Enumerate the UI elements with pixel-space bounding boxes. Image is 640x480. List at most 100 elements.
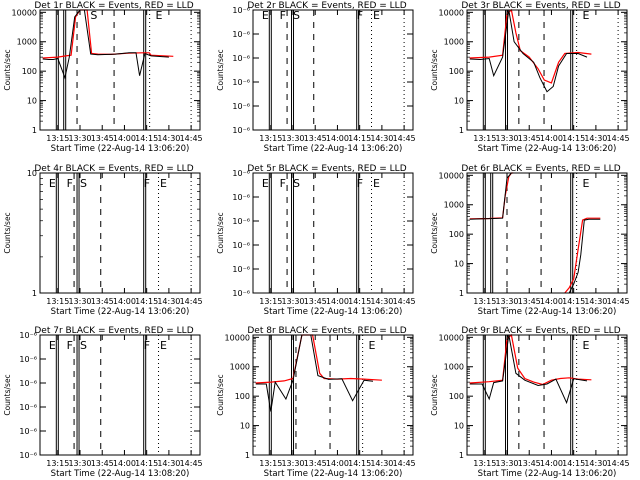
y-tick-label: 10000	[439, 8, 464, 17]
phase-letter: F	[67, 177, 73, 190]
x-tick-label: 14:00	[113, 459, 136, 468]
x-axis-label: Start Time (22-Aug-14 13:06:20)	[478, 307, 617, 317]
y-tick-label: 10⁻⁶	[232, 289, 250, 298]
x-tick-label: 13:30	[495, 134, 518, 143]
y-axis-label: Counts/sec	[430, 212, 439, 253]
panel-title: Det 9r BLACK = Events, RED = LLD	[461, 326, 620, 336]
phase-letter: S	[80, 339, 87, 352]
plot-frame	[252, 9, 414, 131]
x-tick-label: 14:15	[348, 134, 371, 143]
y-tick-label: 1	[459, 126, 464, 135]
x-tick-label: 13:15	[473, 459, 496, 468]
phase-letter: E	[373, 177, 380, 190]
y-axis-label: Counts/sec	[216, 49, 225, 90]
phase-letter: E	[583, 339, 590, 352]
plot-frame	[39, 172, 201, 294]
x-tick-label: 13:15	[46, 134, 69, 143]
x-tick-label: 14:15	[562, 134, 585, 143]
x-tick-label: 14:45	[180, 459, 203, 468]
phase-letter: E	[49, 339, 56, 352]
y-tick-label: 1	[32, 289, 37, 298]
x-tick-label: 13:45	[304, 297, 327, 306]
y-tick-label: 1000	[444, 38, 464, 47]
x-tick-label: 14:45	[180, 134, 203, 143]
y-tick-label: 10⁻⁶	[19, 331, 37, 340]
y-tick-label: 10000	[439, 333, 464, 342]
y-tick-label: 10⁻⁶	[19, 427, 37, 436]
y-tick-label: 10	[27, 169, 37, 178]
phase-letter: E	[262, 177, 269, 190]
y-tick-label: 10⁻⁶	[19, 355, 37, 364]
y-axis-label: Counts/sec	[430, 49, 439, 90]
x-tick-label: 14:30	[370, 297, 393, 306]
phase-letter: E	[583, 9, 590, 22]
x-tick-label: 14:45	[607, 459, 630, 468]
x-tick-label: 14:00	[326, 459, 349, 468]
y-axis-label: Counts/sec	[430, 374, 439, 415]
x-tick-label: 13:15	[473, 297, 496, 306]
y-tick-label: 10⁻⁶	[232, 54, 250, 63]
x-axis-label: Start Time (22-Aug-14 13:08:20)	[51, 469, 190, 479]
x-axis-label: Start Time (22-Aug-14 13:06:20)	[51, 144, 190, 154]
x-axis-label: Start Time (22-Aug-14 13:06:20)	[264, 144, 403, 154]
y-tick-label: 10⁻⁶	[232, 78, 250, 87]
y-tick-label: 10⁻⁶	[232, 193, 250, 202]
y-axis-label: Counts/sec	[216, 374, 225, 415]
y-tick-label: 10⁻⁶	[19, 379, 37, 388]
plot-frame	[466, 172, 628, 294]
panel-title: Det 1r BLACK = Events, RED = LLD	[34, 1, 193, 11]
x-axis-label: Start Time (22-Aug-14 13:06:20)	[264, 307, 403, 317]
x-tick-label: 14:45	[393, 297, 416, 306]
y-tick-label: 10⁻⁶	[232, 265, 250, 274]
events-series-line	[469, 172, 512, 220]
x-tick-label: 14:30	[370, 134, 393, 143]
x-tick-label: 14:30	[370, 459, 393, 468]
x-tick-label: 13:45	[518, 297, 541, 306]
plot-frame	[466, 334, 628, 456]
y-tick-label: 1	[459, 451, 464, 460]
phase-letter: S	[293, 9, 300, 22]
panel-title: Det 8r BLACK = Events, RED = LLD	[247, 326, 406, 336]
x-tick-label: 14:00	[326, 297, 349, 306]
phase-letter: E	[160, 177, 167, 190]
x-tick-label: 14:15	[562, 459, 585, 468]
y-axis-label: Counts/sec	[3, 374, 12, 415]
x-tick-label: 14:00	[540, 297, 563, 306]
events-series-line	[469, 9, 588, 93]
y-tick-label: 10000	[12, 8, 37, 17]
lld-series-line	[255, 334, 382, 384]
x-tick-label: 13:15	[259, 459, 282, 468]
x-tick-label: 13:30	[281, 134, 304, 143]
x-tick-label: 13:45	[304, 134, 327, 143]
x-axis-label: Start Time (22-Aug-14 13:06:20)	[478, 144, 617, 154]
x-tick-label: 13:30	[68, 297, 91, 306]
x-tick-label: 14:30	[157, 297, 180, 306]
x-tick-label: 14:30	[584, 134, 607, 143]
x-tick-label: 14:45	[393, 459, 416, 468]
plot-frame	[39, 9, 201, 131]
x-tick-label: 14:30	[584, 297, 607, 306]
y-tick-label: 10	[454, 422, 464, 431]
y-axis-label: Counts/sec	[216, 212, 225, 253]
phase-letter: F	[144, 339, 150, 352]
y-tick-label: 1000	[230, 363, 250, 372]
x-tick-label: 13:15	[46, 459, 69, 468]
x-tick-label: 14:30	[157, 134, 180, 143]
x-tick-label: 14:15	[135, 134, 158, 143]
phase-letter: E	[583, 177, 590, 190]
y-tick-label: 1	[459, 289, 464, 298]
phase-letter: F	[280, 9, 286, 22]
phase-letter: F	[67, 339, 73, 352]
x-axis-label: Start Time (22-Aug-14 13:06:20)	[51, 307, 190, 317]
y-tick-label: 10	[454, 260, 464, 269]
x-axis-label: Start Time (22-Aug-14 13:06:20)	[264, 469, 403, 479]
phase-letter: E	[160, 339, 167, 352]
x-tick-label: 13:45	[91, 134, 114, 143]
plot-frame	[252, 172, 414, 294]
